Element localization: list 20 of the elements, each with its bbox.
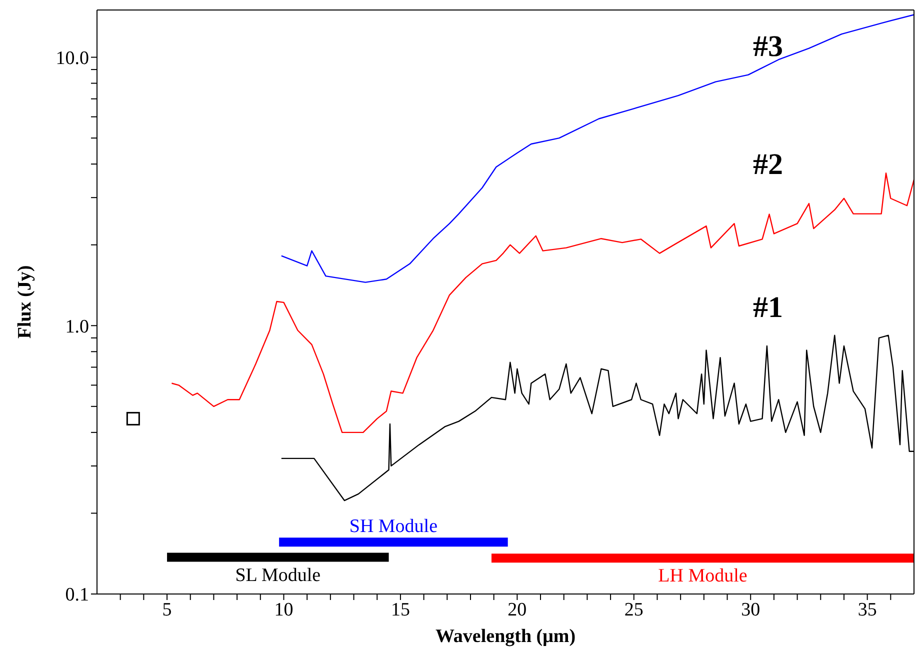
x-tick-label: 15: [390, 599, 410, 620]
x-tick-label: 20: [508, 599, 527, 620]
y-tick-label: 0.1: [65, 584, 89, 606]
x-tick-label: 25: [624, 599, 644, 620]
x-tick-label: 10: [274, 599, 294, 620]
x-tick-label: 35: [858, 599, 877, 620]
y-axis-title: Flux (Jy): [14, 265, 36, 339]
series-label: LH Module: [658, 566, 748, 587]
line-series: [171, 172, 914, 434]
y-tick-label: 10.0: [56, 48, 89, 70]
series-label: SH Module: [349, 516, 438, 538]
x-tick-label: 30: [741, 599, 760, 620]
annotation: #1: [753, 291, 783, 325]
x-tick-label: 5: [162, 599, 172, 620]
series-label: SL Module: [235, 564, 321, 586]
line-series: [280, 14, 914, 283]
annotation: #2: [753, 148, 783, 182]
x-axis-title: Wavelength (μm): [435, 626, 576, 647]
y-tick-label: 1.0: [65, 316, 89, 338]
annotation: #3: [753, 30, 783, 64]
